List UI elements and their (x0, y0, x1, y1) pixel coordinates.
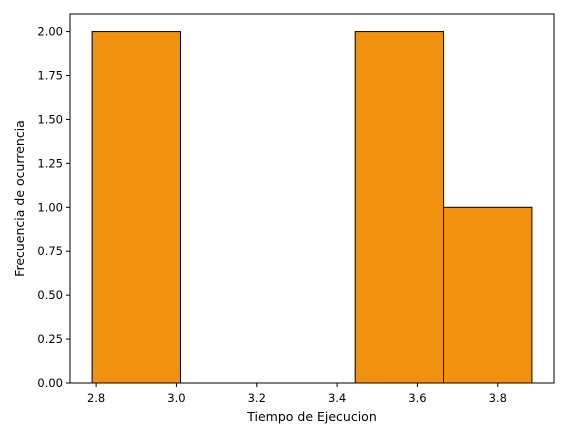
y-tick-label: 0.50 (37, 288, 63, 302)
y-tick-label: 2.00 (37, 25, 63, 39)
y-tick-label: 0.25 (37, 332, 63, 346)
y-tick-label: 1.25 (37, 156, 63, 170)
plot-frame (69, 13, 555, 384)
bars-group (91, 31, 533, 384)
x-tick-label: 3.6 (408, 391, 426, 405)
x-tick-label: 3.4 (328, 391, 346, 405)
y-tick-label: 0.00 (37, 376, 63, 390)
x-tick-label: 3.2 (248, 391, 266, 405)
histogram-bar-3 (354, 31, 445, 384)
y-axis-label: Frecuencia de ocurrencia (12, 120, 27, 277)
y-axis: 0.00 0.25 0.50 0.75 1.00 1.25 1.50 1.75 2.00 (37, 25, 70, 390)
y-tick-label: 1.75 (37, 69, 63, 83)
histogram-bar-4 (443, 206, 533, 384)
y-tick-label: 1.50 (37, 112, 63, 126)
x-axis: 2.8 3.0 3.2 3.4 3.6 3.8 (87, 383, 507, 405)
y-tick-label: 0.75 (37, 244, 63, 258)
y-tick-label: 1.00 (37, 200, 63, 214)
x-tick-label: 3.0 (167, 391, 185, 405)
x-axis-label: Tiempo de Ejecucion (246, 409, 377, 424)
histogram-bar-0 (91, 31, 181, 384)
x-tick-label: 3.8 (489, 391, 507, 405)
x-tick-label: 2.8 (87, 391, 105, 405)
